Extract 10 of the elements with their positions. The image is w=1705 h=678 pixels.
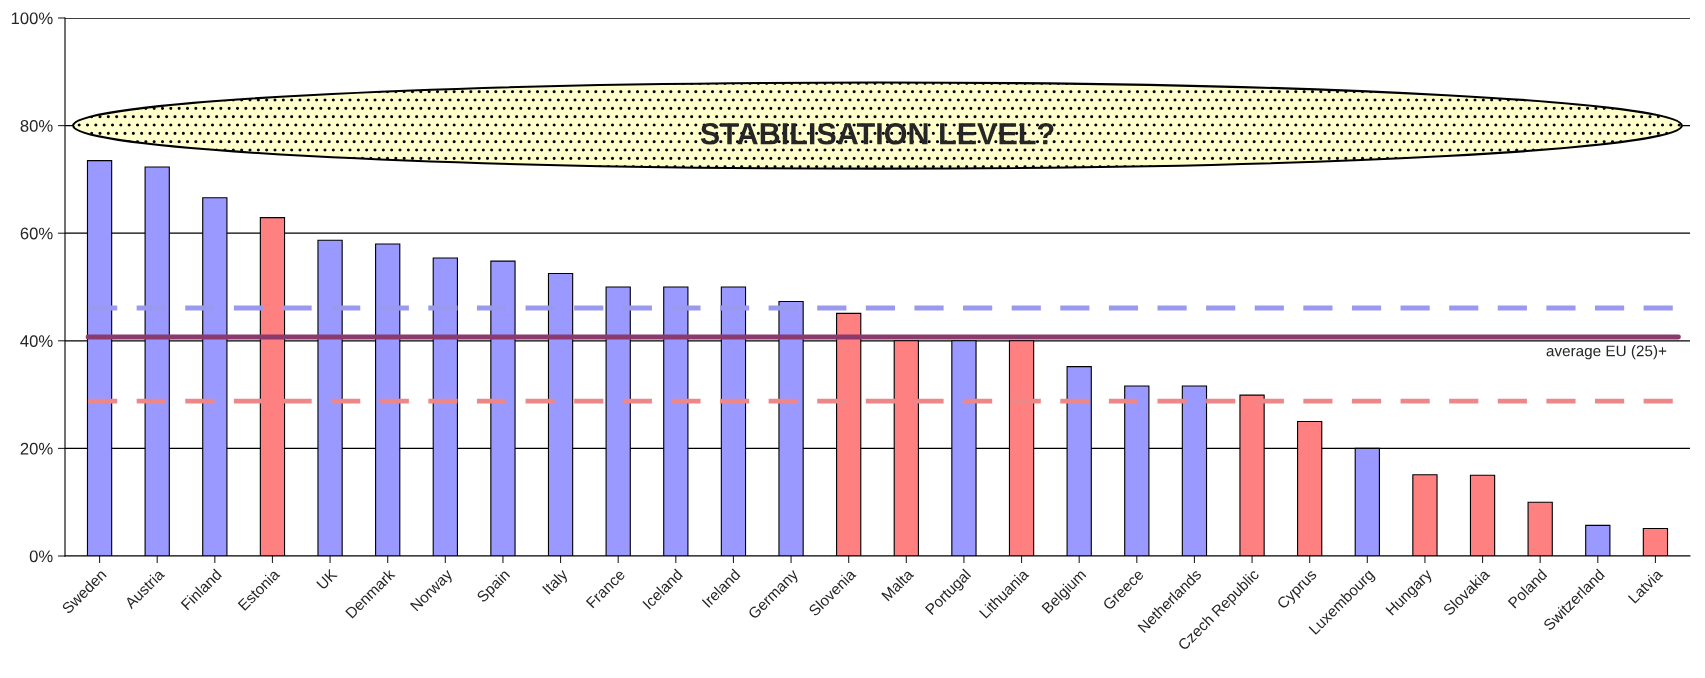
y-tick-label: 40%	[20, 335, 53, 347]
y-tick-label: 0%	[29, 550, 53, 563]
annotation: STABILISATION LEVEL?	[700, 122, 1054, 145]
y-tick-label: 80%	[20, 120, 53, 132]
y-tick-label: 100%	[11, 12, 53, 25]
x-tick-label: Italy	[541, 567, 571, 597]
ref-line-label: average EU (25)+	[1546, 345, 1667, 360]
y-tick-label: 20%	[20, 442, 53, 455]
y-tick-label: 60%	[20, 227, 53, 240]
x-tick-label: UK	[316, 568, 338, 590]
